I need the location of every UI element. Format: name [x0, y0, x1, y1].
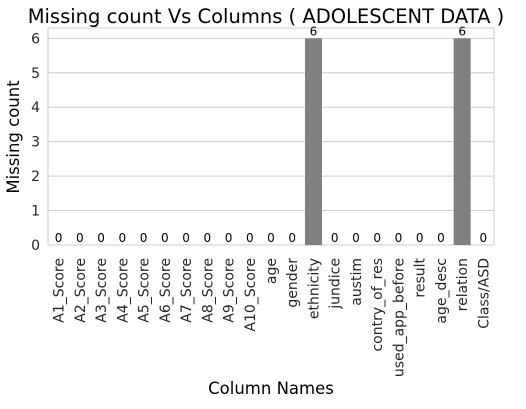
data-label: 0 [119, 231, 127, 245]
x-tick-label: A3_Score [94, 258, 110, 323]
x-tick-label: A9_Score [222, 258, 238, 323]
data-label: 0 [267, 231, 275, 245]
bar [453, 38, 471, 246]
x-tick-label: A10_Score [243, 258, 259, 332]
data-label: 6 [458, 24, 466, 38]
y-axis-label: Missing count [4, 80, 23, 194]
x-tick-label: result [413, 257, 429, 297]
x-tick-label: gender [285, 258, 301, 308]
data-label: 0 [480, 231, 488, 245]
y-tick-label: 4 [31, 100, 40, 116]
data-label: 0 [225, 231, 233, 245]
x-tick-label: age_desc [434, 258, 450, 324]
data-label: 0 [76, 231, 84, 245]
chart-title: Missing count Vs Columns ( ADOLESCENT DA… [28, 5, 505, 28]
data-label: 0 [437, 231, 445, 245]
x-tick-label: used_app_before [391, 258, 407, 377]
data-label: 0 [161, 231, 169, 245]
x-tick-label: A8_Score [200, 258, 216, 323]
y-tick-label: 3 [31, 135, 40, 151]
x-tick-label: contry_of_res [370, 258, 386, 352]
data-label: 0 [182, 231, 190, 245]
data-label: 0 [331, 231, 339, 245]
x-tick-label: A2_Score [73, 258, 89, 323]
data-label: 0 [288, 231, 296, 245]
x-tick-label: A4_Score [115, 258, 131, 323]
data-label: 0 [373, 231, 381, 245]
data-label: 0 [55, 231, 63, 245]
data-label: 0 [395, 231, 403, 245]
data-label: 0 [140, 231, 148, 245]
x-tick-label: A1_Score [52, 258, 68, 323]
y-tick-label: 1 [31, 204, 40, 220]
data-label: 0 [246, 231, 254, 245]
x-tick-label: ethnicity [306, 258, 322, 319]
data-label: 0 [97, 231, 105, 245]
x-tick-label: Class/ASD [476, 258, 492, 329]
bar [304, 38, 322, 246]
x-tick-label: austim [349, 258, 365, 306]
plot-frame [47, 27, 495, 246]
y-tick-label: 5 [31, 66, 40, 82]
data-label: 6 [310, 24, 318, 38]
data-label: 0 [416, 231, 424, 245]
data-label: 0 [352, 231, 360, 245]
x-tick-label: age [264, 258, 280, 284]
x-tick-label: A6_Score [158, 258, 174, 323]
x-tick-label: A7_Score [179, 258, 195, 323]
y-tick-label: 6 [31, 31, 40, 47]
y-tick-label: 0 [31, 238, 40, 254]
x-axis-label: Column Names [208, 379, 334, 398]
x-tick-label: jundice [328, 258, 344, 310]
x-tick-label: A5_Score [137, 258, 153, 323]
data-label: 0 [203, 231, 211, 245]
x-tick-label: relation [455, 258, 471, 311]
y-tick-label: 2 [31, 169, 40, 185]
